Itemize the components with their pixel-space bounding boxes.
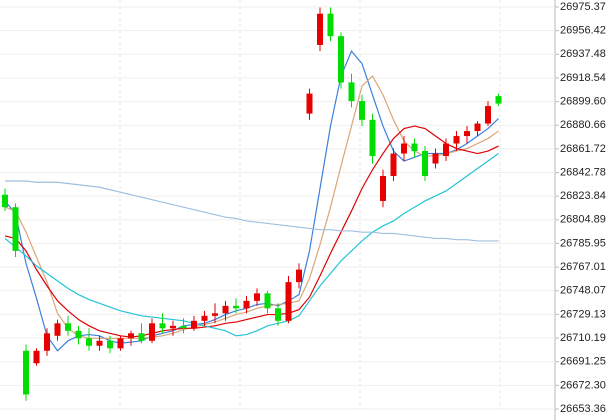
y-tick-label: 26956.42	[560, 25, 606, 37]
y-tick-label: 26785.95	[560, 237, 606, 249]
y-tick-label: 26975.37	[560, 1, 606, 13]
y-tick-label: 26842.78	[560, 166, 606, 178]
candle-body	[359, 101, 365, 120]
y-tick-label: 26804.89	[560, 214, 606, 226]
y-tick-label: 26880.66	[560, 119, 606, 131]
candle-body	[348, 82, 355, 102]
candle-body	[212, 313, 218, 316]
y-tick-label: 26823.84	[560, 190, 606, 202]
candle-body	[138, 333, 145, 341]
candle-body	[33, 350, 40, 364]
candle-body	[65, 323, 71, 331]
candle-body	[191, 320, 197, 329]
candle-body	[23, 350, 29, 395]
candle-body	[128, 333, 134, 339]
candle-body	[485, 106, 491, 124]
ma-line	[4, 50, 499, 352]
candle-body	[159, 323, 166, 329]
y-tick-label: 26710.19	[560, 332, 606, 344]
candle-body	[243, 300, 250, 309]
candle-body	[264, 293, 271, 309]
y-tick-label: 26918.54	[560, 72, 606, 84]
candle-body	[233, 305, 239, 309]
ma-line	[4, 153, 499, 337]
candle-body	[2, 194, 8, 208]
candle-body	[201, 315, 208, 321]
candle-body	[464, 131, 470, 137]
candle-body	[170, 325, 176, 329]
candle-body	[107, 340, 113, 349]
y-tick-label: 26653.36	[560, 403, 606, 415]
candle-body	[390, 153, 397, 176]
candle-body	[285, 282, 292, 321]
ma-line	[5, 180, 499, 242]
candle-body	[327, 13, 334, 37]
candle-body	[380, 175, 386, 201]
y-tick-label: 26899.60	[560, 95, 606, 107]
candle-body	[317, 13, 323, 45]
candle-body	[411, 143, 418, 152]
y-tick-label: 26691.25	[560, 356, 606, 368]
ma-line	[4, 125, 499, 338]
y-tick-label: 26729.13	[560, 308, 606, 320]
candle-body	[474, 123, 481, 132]
candle-body	[96, 340, 103, 346]
candle-body	[44, 333, 50, 351]
candle-body	[149, 323, 155, 341]
candle-body	[443, 143, 449, 157]
candle-body	[117, 338, 124, 349]
y-tick-label: 26861.72	[560, 143, 606, 155]
candle-body	[369, 119, 376, 157]
candle-body	[254, 293, 260, 301]
y-tick-label: 26672.30	[560, 379, 606, 391]
y-tick-label: 26937.48	[560, 48, 606, 60]
candle-body	[296, 269, 302, 283]
ma-line	[4, 75, 499, 339]
candle-body	[86, 338, 92, 346]
candle-body	[306, 93, 313, 114]
candle-body	[75, 330, 82, 339]
candle-body	[432, 153, 439, 164]
candle-body	[180, 325, 187, 329]
candle-body	[12, 207, 19, 251]
vertical-grid	[119, 0, 501, 409]
candle-body	[222, 305, 229, 314]
candle-body	[495, 96, 502, 104]
y-tick-label: 26748.07	[560, 285, 606, 297]
candle-body	[338, 36, 344, 83]
candle-body	[422, 151, 428, 176]
candle-body	[275, 308, 281, 321]
candle-body	[453, 136, 460, 144]
candle-body	[54, 323, 61, 336]
candle-body	[401, 143, 407, 154]
y-tick-label: 26767.01	[560, 261, 606, 273]
